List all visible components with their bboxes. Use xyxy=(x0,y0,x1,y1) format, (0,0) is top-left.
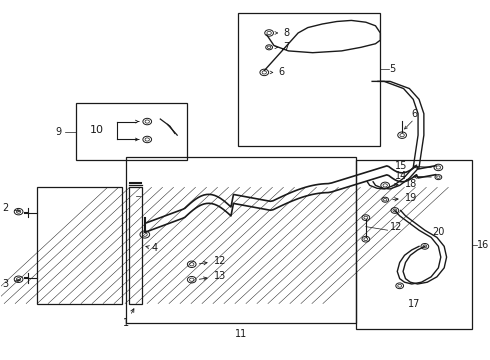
Text: 1: 1 xyxy=(123,309,134,328)
Text: 16: 16 xyxy=(477,239,489,249)
Bar xyxy=(129,187,143,304)
Text: 12: 12 xyxy=(199,256,226,266)
Text: 6: 6 xyxy=(279,67,285,77)
Text: 19: 19 xyxy=(393,193,417,203)
Text: 18: 18 xyxy=(393,179,417,189)
Text: 9: 9 xyxy=(56,127,62,136)
Text: 13: 13 xyxy=(199,271,226,281)
Text: 11: 11 xyxy=(235,329,247,339)
Text: 4: 4 xyxy=(151,243,158,253)
Text: 14: 14 xyxy=(394,171,431,181)
Bar xyxy=(126,157,356,323)
Text: 15: 15 xyxy=(394,161,431,171)
Text: 7: 7 xyxy=(284,42,290,52)
Bar xyxy=(356,160,472,329)
Bar xyxy=(238,13,380,146)
Text: 20: 20 xyxy=(432,227,444,237)
Bar xyxy=(75,103,187,160)
Text: 2: 2 xyxy=(2,203,9,213)
Text: 17: 17 xyxy=(408,299,420,309)
Text: 10: 10 xyxy=(90,125,104,135)
Text: 8: 8 xyxy=(284,28,290,38)
Text: 5: 5 xyxy=(390,64,395,74)
Text: 3: 3 xyxy=(2,279,9,289)
Text: 6: 6 xyxy=(411,109,417,119)
Bar xyxy=(37,187,122,304)
Text: 12: 12 xyxy=(390,222,402,231)
